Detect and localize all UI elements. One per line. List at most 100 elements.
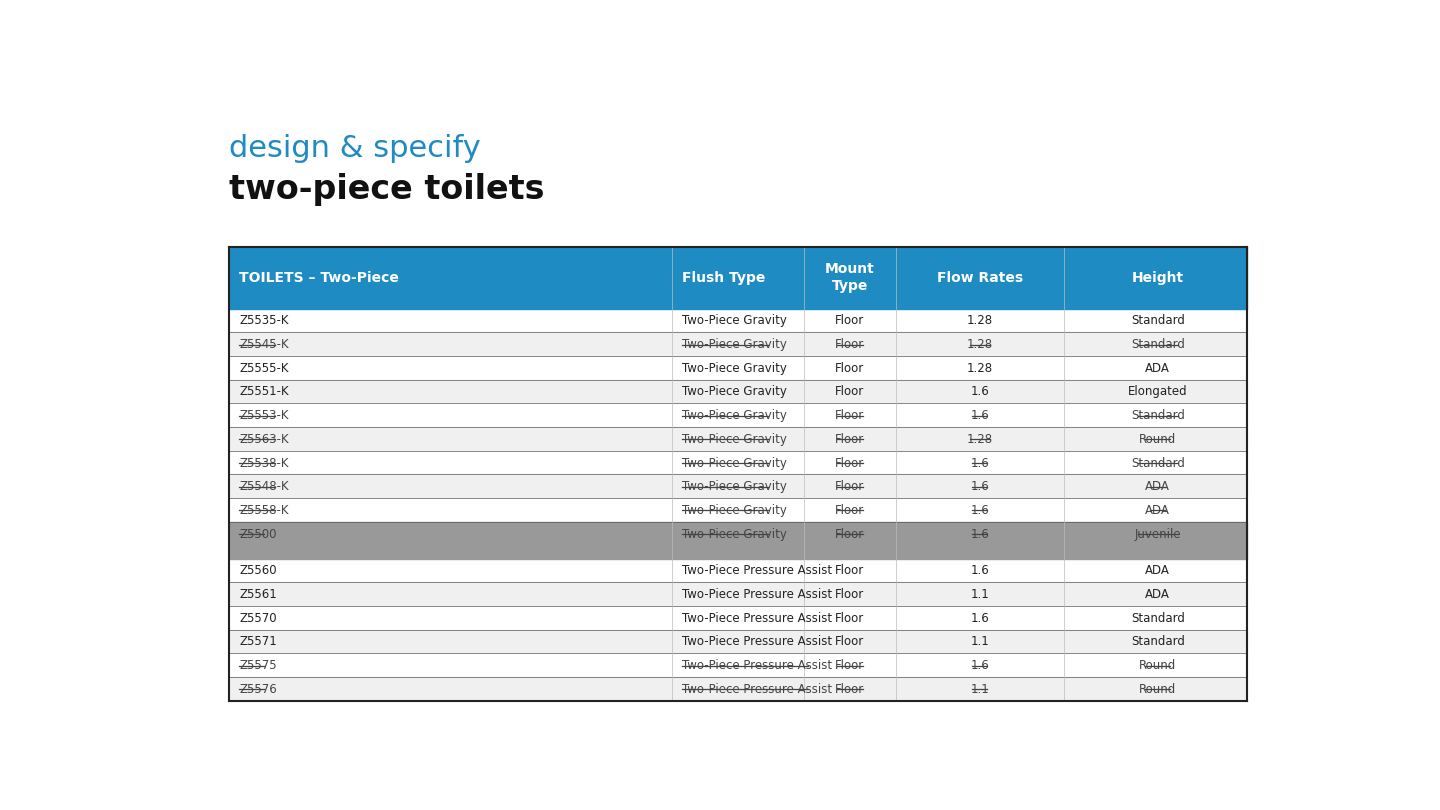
Text: Two-Piece Gravity: Two-Piece Gravity — [683, 338, 786, 351]
Text: Floor: Floor — [835, 314, 864, 327]
Text: 1.6: 1.6 — [971, 457, 989, 470]
Text: Two-Piece Pressure Assist: Two-Piece Pressure Assist — [683, 588, 832, 601]
Bar — [229, 380, 1247, 403]
Text: Height: Height — [1132, 271, 1184, 284]
Text: Standard: Standard — [1130, 338, 1185, 351]
Text: 1.1: 1.1 — [971, 588, 989, 601]
Text: Floor: Floor — [835, 659, 864, 672]
Text: Elongated: Elongated — [1128, 386, 1188, 399]
Text: Floor: Floor — [835, 527, 864, 540]
Bar — [229, 332, 1247, 356]
Text: Floor: Floor — [835, 480, 864, 493]
Text: Floor: Floor — [835, 636, 864, 649]
Text: Flush Type: Flush Type — [683, 271, 765, 284]
Text: Two-Piece Gravity: Two-Piece Gravity — [683, 362, 786, 375]
Text: 1.6: 1.6 — [971, 527, 989, 540]
Text: Floor: Floor — [835, 683, 864, 696]
Text: Two-Piece Gravity: Two-Piece Gravity — [683, 527, 786, 540]
Text: Round: Round — [1139, 683, 1176, 696]
Text: Z5535-K: Z5535-K — [239, 314, 288, 327]
Text: Two-Piece Pressure Assist: Two-Piece Pressure Assist — [683, 565, 832, 578]
Text: 1.1: 1.1 — [971, 683, 989, 696]
Text: Z5570: Z5570 — [239, 612, 276, 625]
Text: Round: Round — [1139, 659, 1176, 672]
Text: Standard: Standard — [1130, 612, 1185, 625]
Text: Floor: Floor — [835, 504, 864, 517]
Bar — [229, 498, 1247, 522]
Bar — [229, 559, 1247, 582]
Text: 1.28: 1.28 — [966, 433, 992, 446]
Text: Two-Piece Gravity: Two-Piece Gravity — [683, 386, 786, 399]
Bar — [229, 629, 1247, 654]
Bar — [229, 309, 1247, 332]
Text: Z5558-K: Z5558-K — [239, 504, 288, 517]
Text: Z5548-K: Z5548-K — [239, 480, 289, 493]
Text: 1.6: 1.6 — [971, 565, 989, 578]
Bar — [229, 475, 1247, 498]
Bar — [229, 582, 1247, 606]
Text: ADA: ADA — [1145, 504, 1171, 517]
Text: 1.6: 1.6 — [971, 504, 989, 517]
Text: Two-Piece Gravity: Two-Piece Gravity — [683, 480, 786, 493]
Text: Two-Piece Gravity: Two-Piece Gravity — [683, 314, 786, 327]
Bar — [229, 403, 1247, 427]
Text: Two-Piece Gravity: Two-Piece Gravity — [683, 504, 786, 517]
Text: 1.1: 1.1 — [971, 636, 989, 649]
Text: Z5561: Z5561 — [239, 588, 276, 601]
Text: Floor: Floor — [835, 362, 864, 375]
Text: Z5555-K: Z5555-K — [239, 362, 288, 375]
Text: Z5538-K: Z5538-K — [239, 457, 288, 470]
Bar — [229, 606, 1247, 629]
Text: two-piece toilets: two-piece toilets — [229, 173, 544, 207]
Bar — [229, 545, 1247, 559]
Text: Two-Piece Gravity: Two-Piece Gravity — [683, 433, 786, 446]
Text: Z5576: Z5576 — [239, 683, 276, 696]
Text: Floor: Floor — [835, 612, 864, 625]
Text: Standard: Standard — [1130, 314, 1185, 327]
Bar — [229, 522, 1247, 545]
Text: Z5575: Z5575 — [239, 659, 276, 672]
Text: 1.6: 1.6 — [971, 612, 989, 625]
Bar — [229, 450, 1247, 475]
Text: Z5500: Z5500 — [239, 527, 276, 540]
Text: Floor: Floor — [835, 457, 864, 470]
Text: Floor: Floor — [835, 433, 864, 446]
Text: Z5551-K: Z5551-K — [239, 386, 289, 399]
Text: Standard: Standard — [1130, 636, 1185, 649]
Text: Floor: Floor — [835, 386, 864, 399]
Bar — [229, 356, 1247, 380]
Text: 1.6: 1.6 — [971, 480, 989, 493]
Text: Two-Piece Gravity: Two-Piece Gravity — [683, 409, 786, 422]
Bar — [229, 427, 1247, 450]
Text: Z5560: Z5560 — [239, 565, 276, 578]
Text: Two-Piece Gravity: Two-Piece Gravity — [683, 457, 786, 470]
Text: ADA: ADA — [1145, 588, 1171, 601]
Text: TOILETS – Two-Piece: TOILETS – Two-Piece — [239, 271, 399, 284]
Bar — [229, 677, 1247, 701]
Text: Two-Piece Pressure Assist: Two-Piece Pressure Assist — [683, 659, 832, 672]
Text: 1.6: 1.6 — [971, 659, 989, 672]
Text: Juvenile: Juvenile — [1135, 527, 1181, 540]
Text: Two-Piece Pressure Assist: Two-Piece Pressure Assist — [683, 636, 832, 649]
Text: Two-Piece Pressure Assist: Two-Piece Pressure Assist — [683, 683, 832, 696]
Text: Two-Piece Pressure Assist: Two-Piece Pressure Assist — [683, 612, 832, 625]
Bar — [229, 247, 1247, 309]
Text: 1.6: 1.6 — [971, 409, 989, 422]
Text: ADA: ADA — [1145, 480, 1171, 493]
Text: Z5571: Z5571 — [239, 636, 276, 649]
Text: 1.6: 1.6 — [971, 386, 989, 399]
Text: 1.28: 1.28 — [966, 338, 992, 351]
Text: Flow Rates: Flow Rates — [936, 271, 1022, 284]
Text: Z5545-K: Z5545-K — [239, 338, 289, 351]
Text: 1.28: 1.28 — [966, 362, 992, 375]
Text: Standard: Standard — [1130, 457, 1185, 470]
Text: Floor: Floor — [835, 338, 864, 351]
Text: Z5553-K: Z5553-K — [239, 409, 288, 422]
Text: design & specify: design & specify — [229, 134, 481, 163]
Text: Floor: Floor — [835, 409, 864, 422]
Text: Mount
Type: Mount Type — [825, 262, 876, 293]
Bar — [229, 654, 1247, 677]
Text: Standard: Standard — [1130, 409, 1185, 422]
Text: ADA: ADA — [1145, 362, 1171, 375]
Text: ADA: ADA — [1145, 565, 1171, 578]
